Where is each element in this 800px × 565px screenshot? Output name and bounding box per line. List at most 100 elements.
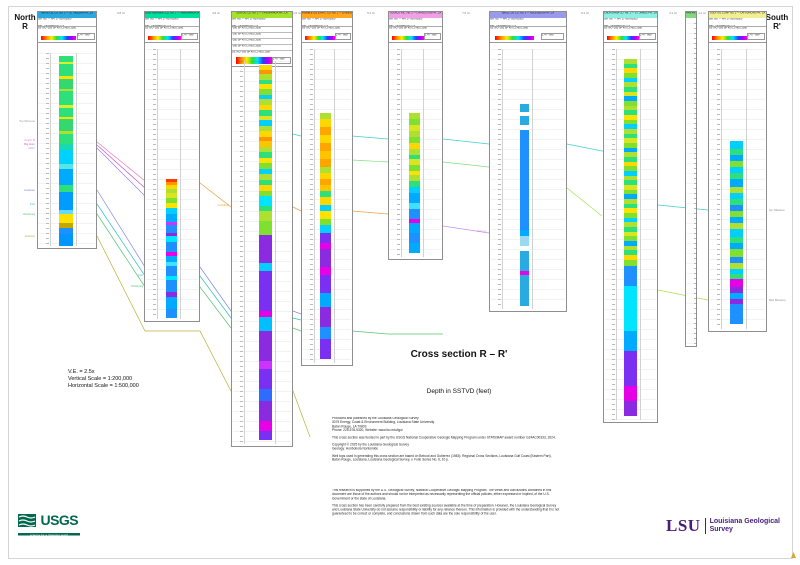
well-header: CALIFORNIA CO. No. 1 — ST. JAMES PH., LA xyxy=(604,12,657,18)
lith-segment xyxy=(624,401,637,416)
lith-segment xyxy=(730,229,743,237)
lith-segment xyxy=(320,327,331,339)
lith-segment xyxy=(730,141,743,149)
lith-segment xyxy=(59,79,73,89)
lith-segment xyxy=(624,208,637,213)
well-panel-3: SUN OIL CO. No. 2 — TANGIPAHOA PH., LA Se… xyxy=(231,11,293,447)
lith-segment xyxy=(624,134,637,138)
depth-note: Depth in SSTVD (feet) xyxy=(426,388,492,395)
distance-label: 3.1 mi xyxy=(669,11,677,15)
lith-segment xyxy=(259,431,272,440)
track-divider xyxy=(275,61,276,444)
credits-line: Produced and published by the Louisiana … xyxy=(332,417,419,421)
lith-segment xyxy=(259,120,272,126)
micro-text: SSTVD -160 SP 40 0.2 RES 2000 xyxy=(389,27,428,30)
scale-block: V.E. = 2.5x Vertical Scale = 1:200,000 H… xyxy=(68,369,139,390)
lith-segment xyxy=(624,171,637,176)
lith-segment xyxy=(259,174,272,180)
lith-segment xyxy=(259,110,272,116)
lith-segment xyxy=(320,127,331,135)
lith-segment xyxy=(59,108,73,117)
lith-segment xyxy=(320,211,331,219)
color-scale-bar xyxy=(712,36,747,40)
lith-segment xyxy=(259,235,272,263)
micro-text: SSTVD -160 SP 40 0.2 RES 2000 xyxy=(604,27,643,30)
lith-segment xyxy=(520,112,529,116)
welltops-note: Well tops used in generating this cross … xyxy=(332,454,552,458)
lith-segment xyxy=(320,275,331,293)
color-scale-bar xyxy=(41,36,77,40)
lsu-logo: LSU Louisiana Geological Survey xyxy=(666,517,780,536)
lith-segment xyxy=(166,262,177,266)
micro-text: 1.47 - 999 xyxy=(273,58,285,61)
lithology-strip xyxy=(409,113,420,253)
well-header: GULF REFINING CO. No. 1 — TANGIPAHOA PH.… xyxy=(145,12,199,18)
lith-segment xyxy=(409,171,420,175)
lith-segment xyxy=(59,228,73,234)
lithology-strip xyxy=(624,59,637,416)
micro-text: HUMBLE OIL & RFG. CO. No. 1 — LIVINGSTON… xyxy=(302,12,352,15)
formation-label: Vicksburg xyxy=(23,212,36,216)
color-scale-bar xyxy=(494,36,535,40)
micro-text: CALIFORNIA CO. No. 1 — ST. JAMES PH., LA xyxy=(604,12,657,15)
lith-segment xyxy=(259,271,272,311)
lith-segment xyxy=(730,161,743,167)
lithology-strip xyxy=(166,179,177,318)
formation-label: Marg A xyxy=(477,229,486,233)
credits-line: Baton Rouge, LA 70803 xyxy=(332,424,367,429)
formation-label: Anahuac xyxy=(24,188,36,192)
lith-segment xyxy=(166,252,177,256)
micro-text: 1.47 - 999 xyxy=(542,34,554,37)
lith-segment xyxy=(259,331,272,361)
lith-segment xyxy=(320,143,331,151)
lith-segment xyxy=(409,125,420,131)
log-track xyxy=(710,49,765,329)
north-end-label: North R xyxy=(8,13,42,31)
track-divider xyxy=(157,49,158,319)
lith-segment xyxy=(166,185,177,189)
micro-text: Par.: Louisiana KB — ft xyxy=(232,24,259,27)
lith-segment xyxy=(520,251,529,271)
lith-segment xyxy=(520,104,529,112)
lith-segment xyxy=(520,230,529,236)
curve-scale-row: SSTVD -160 SP 40 0.2 RES 2000 1.47 - 999 xyxy=(709,27,766,43)
lith-segment xyxy=(730,257,743,263)
lith-segment xyxy=(624,246,637,250)
micro-text: 1.47 - 999 xyxy=(336,34,348,37)
lith-segment xyxy=(259,158,272,163)
lith-segment xyxy=(320,267,331,275)
depth-ticks xyxy=(694,23,697,344)
funding-note: This cross section was funded in part by… xyxy=(332,436,556,440)
lith-segment xyxy=(259,137,272,141)
south-r-label: R' xyxy=(773,22,781,31)
lith-segment xyxy=(624,190,637,194)
lith-segment xyxy=(166,222,177,225)
lith-segment xyxy=(624,204,637,208)
lith-segment xyxy=(259,116,272,120)
lith-segment xyxy=(624,176,637,180)
lith-segment xyxy=(624,236,637,241)
lith-segment xyxy=(166,198,177,203)
lith-segment xyxy=(166,292,177,297)
lith-segment xyxy=(624,222,637,227)
lith-segment xyxy=(624,110,637,115)
lith-segment xyxy=(259,389,272,401)
color-scale-bar xyxy=(607,36,639,40)
welltops-note: Baton Rouge, Louisiana, Louisiana Geolog… xyxy=(332,458,449,462)
lith-segment xyxy=(624,266,637,286)
lith-segment xyxy=(409,131,420,137)
lith-segment xyxy=(624,73,637,78)
well-panel-7: CALIFORNIA CO. No. 1 — ST. JAMES PH., LA… xyxy=(603,11,658,423)
correlation-line xyxy=(442,225,490,234)
log-track xyxy=(390,49,441,257)
micro-text: SSTVD -160 SP 40 0.2 RES 2000 xyxy=(709,27,748,30)
lith-segment xyxy=(730,205,743,211)
micro-text: Par.: Louisiana KB — ft xyxy=(145,24,172,27)
correlation-line xyxy=(231,133,658,152)
scale-value-box: 1.47 - 999 xyxy=(335,33,351,40)
usgs-logo: USGS science for a changing world xyxy=(18,513,104,538)
scale-value-box: 1.47 - 999 xyxy=(746,33,765,40)
micro-text: Ser. No. — API 17-000-00000 xyxy=(709,18,743,21)
lith-segment xyxy=(624,68,637,73)
lith-segment xyxy=(624,143,637,148)
